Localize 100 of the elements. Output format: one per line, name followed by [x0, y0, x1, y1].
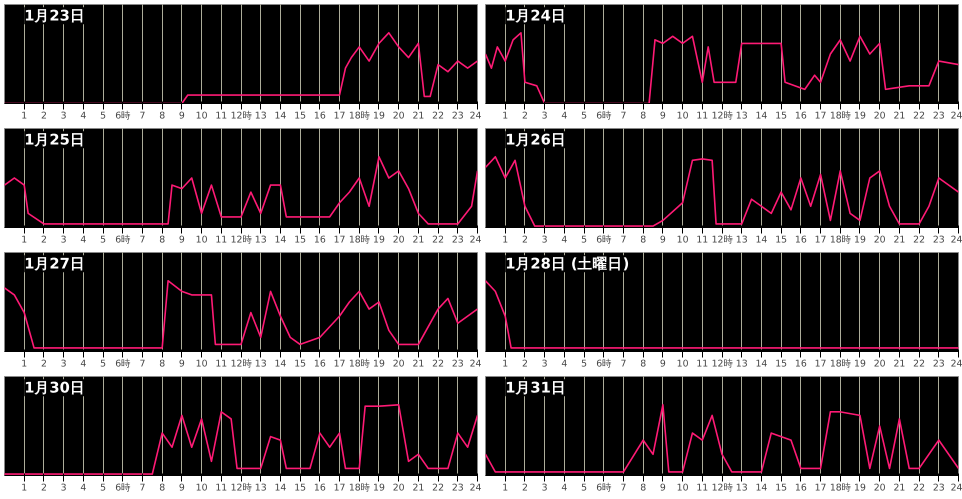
- x-tick-label: 14: [274, 482, 286, 494]
- x-tick-label: 1: [21, 482, 28, 494]
- x-tick-label: 5: [581, 358, 588, 370]
- x-tick-label: 9: [178, 110, 185, 122]
- chart-title: 1月23日: [24, 7, 85, 24]
- x-tick-label: 3: [60, 482, 67, 494]
- x-tick-label: 3: [542, 110, 548, 122]
- x-tick-label: 18時: [348, 234, 370, 246]
- x-tick-label: 16: [794, 358, 807, 370]
- x-tick-label: 16: [794, 482, 807, 494]
- x-tick-label: 22: [432, 358, 444, 370]
- x-tick-label: 20: [874, 110, 886, 122]
- x-tick-label: 8: [159, 358, 166, 370]
- chart-title: 1月24日: [505, 7, 566, 24]
- x-tick-label: 14: [274, 234, 286, 246]
- x-tick-label: 11: [215, 482, 228, 494]
- x-tick-label: 21: [893, 358, 906, 370]
- x-tick-label: 23: [452, 358, 464, 370]
- x-tick-label: 23: [452, 234, 464, 246]
- x-tick-label: 2: [40, 110, 47, 122]
- x-tick-label: 15: [294, 482, 306, 494]
- x-tick-label: 2: [522, 358, 528, 370]
- x-tick-label: 9: [660, 358, 666, 370]
- x-tick-label: 20: [392, 110, 405, 122]
- x-tick-label: 17: [814, 234, 827, 246]
- x-tick-label: 5: [100, 110, 106, 122]
- x-tick-label: 23: [452, 482, 464, 494]
- x-tick-label: 9: [660, 110, 666, 122]
- x-tick-label: 19: [854, 234, 866, 246]
- x-tick-label: 1: [502, 234, 508, 246]
- x-tick-label: 16: [314, 482, 326, 494]
- x-tick-label: 21: [412, 482, 424, 494]
- x-tick-label: 21: [412, 110, 424, 122]
- x-tick-label: 16: [314, 234, 326, 246]
- x-tick-label: 10: [676, 110, 689, 122]
- x-tick-label: 6時: [596, 482, 612, 494]
- x-tick-label: 22: [432, 482, 444, 494]
- x-tick-label: 4: [80, 234, 86, 246]
- x-tick-label: 15: [294, 234, 306, 246]
- x-tick-label: 21: [412, 234, 424, 246]
- x-tick-label: 18時: [348, 110, 370, 122]
- x-tick-label: 20: [392, 482, 405, 494]
- x-tick-label: 10: [196, 234, 208, 246]
- x-tick-label: 20: [874, 234, 886, 246]
- x-tick-label: 5: [581, 110, 588, 122]
- x-tick-label: 24: [470, 482, 482, 494]
- x-tick-label: 1: [21, 110, 28, 122]
- x-tick-label: 11: [215, 358, 228, 370]
- x-tick-label: 17: [814, 358, 827, 370]
- x-tick-label: 3: [60, 110, 67, 122]
- x-tick-label: 24: [470, 358, 482, 370]
- x-tick-label: 18時: [830, 110, 851, 122]
- x-tick-label: 5: [100, 234, 106, 246]
- x-tick-label: 3: [60, 358, 67, 370]
- x-tick-label: 1: [21, 234, 28, 246]
- x-tick-label: 2: [522, 482, 528, 494]
- x-tick-label: 10: [196, 358, 208, 370]
- x-tick-label: 10: [676, 234, 689, 246]
- x-tick-label: 1: [502, 110, 508, 122]
- x-tick-label: 8: [640, 110, 646, 122]
- x-tick-label: 17: [814, 482, 827, 494]
- x-tick-label: 2: [40, 358, 47, 370]
- x-tick-label: 8: [640, 358, 646, 370]
- x-tick-label: 18時: [830, 482, 851, 494]
- x-tick-label: 14: [755, 110, 768, 122]
- x-tick-label: 7: [139, 358, 146, 370]
- x-tick-label: 6時: [115, 358, 130, 370]
- x-tick-label: 10: [196, 110, 208, 122]
- x-tick-label: 17: [334, 234, 346, 246]
- x-tick-label: 23: [932, 482, 945, 494]
- x-tick-label: 19: [373, 358, 385, 370]
- x-tick-label: 8: [159, 234, 166, 246]
- x-tick-label: 19: [854, 358, 866, 370]
- x-tick-label: 19: [854, 482, 866, 494]
- x-tick-label: 16: [794, 110, 807, 122]
- x-tick-label: 12時: [712, 234, 732, 246]
- x-tick-label: 11: [696, 110, 708, 122]
- x-tick-label: 24: [950, 110, 962, 122]
- x-tick-label: 23: [932, 110, 945, 122]
- x-tick-label: 20: [392, 234, 405, 246]
- x-tick-label: 8: [159, 482, 166, 494]
- x-tick-label: 22: [913, 482, 926, 494]
- x-tick-label: 14: [755, 358, 768, 370]
- x-tick-label: 2: [40, 482, 47, 494]
- x-tick-label: 2: [40, 234, 47, 246]
- x-tick-label: 7: [139, 234, 146, 246]
- x-tick-label: 13: [736, 110, 748, 122]
- x-tick-label: 14: [274, 358, 286, 370]
- x-tick-label: 15: [775, 482, 788, 494]
- x-tick-label: 11: [696, 482, 708, 494]
- x-tick-label: 1: [21, 358, 28, 370]
- x-tick-label: 6時: [596, 358, 612, 370]
- x-tick-label: 9: [178, 234, 185, 246]
- x-tick-label: 4: [80, 358, 86, 370]
- x-tick-label: 15: [775, 358, 788, 370]
- x-tick-label: 18時: [348, 482, 370, 494]
- x-tick-label: 7: [139, 482, 146, 494]
- x-tick-label: 12時: [712, 110, 732, 122]
- x-tick-label: 17: [334, 482, 346, 494]
- x-tick-label: 24: [950, 482, 962, 494]
